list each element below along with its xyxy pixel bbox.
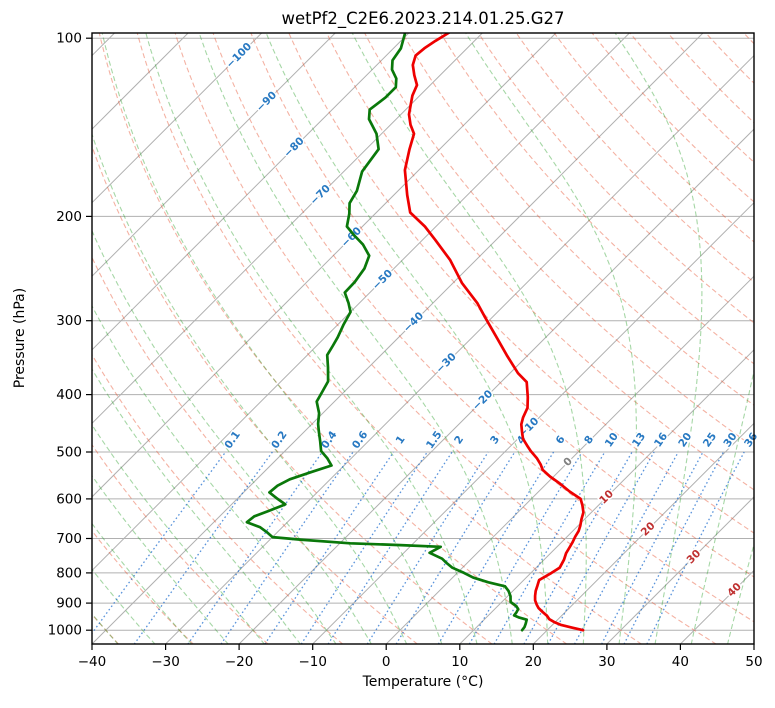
svg-text:−100: −100 (224, 40, 254, 70)
y-axis-tick-labels: 100 200 300 400 500 600 700 800 900 1000 (48, 31, 82, 639)
svg-text:−40: −40 (78, 654, 107, 670)
svg-text:−20: −20 (225, 654, 254, 670)
svg-text:600: 600 (56, 491, 82, 507)
svg-text:200: 200 (56, 209, 82, 225)
chart-title: wetPf2_C2E6.2023.214.01.25.G27 (281, 9, 565, 28)
svg-text:16: 16 (652, 431, 670, 450)
svg-text:100: 100 (56, 31, 82, 47)
svg-text:0.2: 0.2 (269, 429, 290, 451)
svg-text:700: 700 (56, 531, 82, 547)
svg-text:800: 800 (56, 565, 82, 581)
svg-text:36: 36 (742, 431, 760, 450)
svg-text:400: 400 (56, 387, 82, 403)
svg-text:300: 300 (56, 313, 82, 329)
svg-text:20: 20 (525, 654, 542, 670)
svg-text:900: 900 (56, 596, 82, 612)
x-axis-label: Temperature (°C) (362, 674, 484, 690)
svg-text:−30: −30 (151, 654, 180, 670)
dry-adiabat-lines (92, 33, 754, 644)
axes (86, 32, 755, 650)
svg-text:0.6: 0.6 (350, 429, 371, 451)
svg-text:−10: −10 (298, 654, 327, 670)
svg-text:20: 20 (676, 431, 694, 450)
svg-text:0.1: 0.1 (222, 429, 243, 451)
pressure-gridlines (92, 37, 754, 631)
svg-text:10: 10 (603, 431, 621, 450)
svg-text:50: 50 (745, 654, 762, 670)
svg-text:500: 500 (56, 445, 82, 461)
svg-text:8: 8 (582, 434, 596, 447)
y-axis-label: Pressure (hPa) (12, 287, 28, 389)
svg-text:30: 30 (598, 654, 615, 670)
svg-text:10: 10 (451, 654, 468, 670)
svg-text:40: 40 (672, 654, 689, 670)
x-axis-tick-labels: −40 −30 −20 −10 0 10 20 30 40 50 (78, 654, 763, 670)
temperature-curve (403, 33, 585, 632)
svg-text:1000: 1000 (48, 623, 82, 639)
mixing-ratio-lines (92, 451, 745, 644)
dewpoint-curve (245, 33, 529, 632)
svg-text:3: 3 (488, 434, 502, 447)
svg-text:25: 25 (701, 431, 719, 450)
svg-text:1.5: 1.5 (424, 429, 445, 451)
svg-text:2: 2 (452, 434, 466, 447)
isotherm-lines (92, 33, 754, 644)
svg-text:13: 13 (630, 431, 648, 450)
moist-adiabat-lines (92, 33, 754, 644)
svg-text:0: 0 (382, 654, 391, 670)
svg-text:1: 1 (394, 434, 408, 447)
